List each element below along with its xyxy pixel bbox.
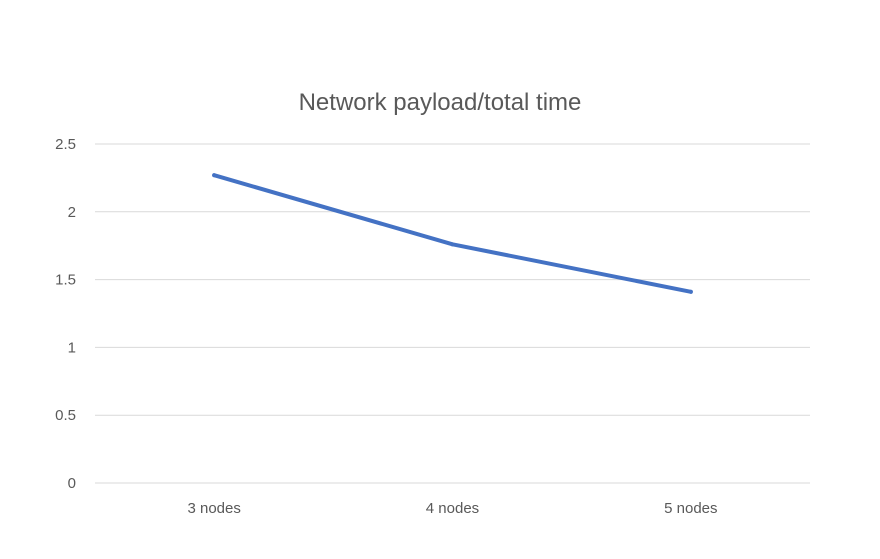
y-tick-label: 0 [68,475,76,492]
x-tick-label: 3 nodes [187,500,240,517]
y-axis-tick-labels: 0 0.5 1 1.5 2 2.5 [55,136,76,492]
y-tick-label: 2 [68,204,76,221]
data-point [450,242,455,247]
series-lines [212,173,693,294]
x-axis-tick-labels: 3 nodes 4 nodes 5 nodes [187,500,717,517]
gridlines [95,143,810,484]
x-tick-label: 5 nodes [664,500,717,517]
x-tick-label: 4 nodes [426,500,479,517]
chart-title: Network payload/total time [299,89,582,116]
y-tick-label: 2.5 [55,136,76,153]
data-point [688,289,693,294]
y-tick-label: 1 [68,339,76,356]
y-tick-label: 1.5 [55,272,76,289]
y-tick-label: 0.5 [55,407,76,424]
series-line-0 [212,173,693,294]
data-point [212,173,217,178]
